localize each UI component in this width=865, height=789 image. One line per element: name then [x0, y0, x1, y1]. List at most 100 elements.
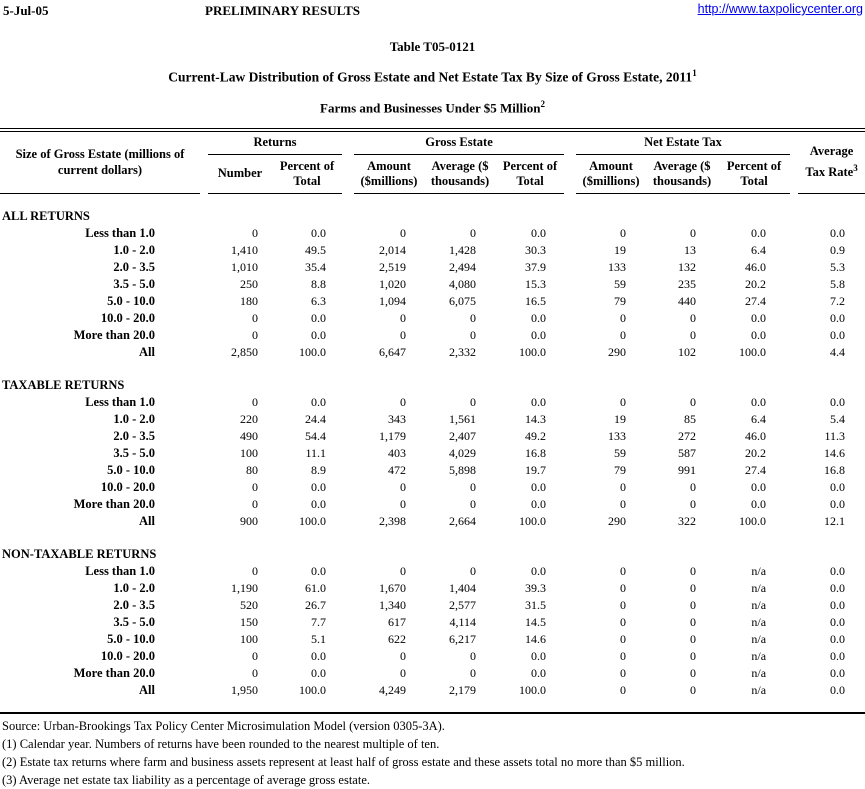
cell-value: n/a	[751, 614, 767, 629]
row-label: 10.0 - 20.0	[100, 648, 155, 663]
cell-value: 0.0	[830, 597, 846, 612]
column-gap	[564, 394, 576, 411]
column-gap	[342, 310, 354, 327]
cell-value: 0.0	[751, 327, 767, 342]
cell-value: 180	[240, 293, 258, 308]
cell-value: 14.6	[824, 445, 846, 460]
column-gap	[790, 132, 798, 194]
column-gap	[564, 242, 576, 259]
cell-value: 1,010	[231, 259, 258, 274]
cell-value: 0	[470, 327, 476, 342]
col-header-returns-percent: Percent of Total	[272, 154, 342, 194]
col-header-gross-amount: Amount ($millions)	[354, 154, 424, 194]
column-gap	[790, 310, 798, 327]
cell-value: 1,404	[449, 580, 476, 595]
cell-value: 0	[400, 665, 406, 680]
cell-value: 0	[620, 682, 627, 697]
cell-value: 0	[400, 225, 406, 240]
cell-value: 100.0	[739, 513, 767, 528]
cell-value: 6,217	[449, 631, 476, 646]
footnote-marker-3: 3	[853, 163, 858, 174]
footnote-2: (2) Estate tax returns where farm and bu…	[2, 754, 685, 769]
cell-value: 100.0	[519, 682, 547, 697]
cell-value: 0.0	[531, 665, 547, 680]
cell-value: 0.0	[751, 225, 767, 240]
cell-value: 24.4	[305, 411, 326, 426]
cell-value: 0	[400, 394, 406, 409]
cell-value: 20.2	[745, 276, 767, 291]
table-row: 3.5 - 5.0 250 8.8 1,020 4,080 15.3 59 235 20.2 5.…	[0, 276, 865, 293]
cell-value: 61.0	[305, 580, 326, 595]
taxpolicycenter-link[interactable]: http://www.taxpolicycenter.org	[697, 2, 863, 16]
row-label: 5.0 - 10.0	[107, 293, 155, 308]
cell-value: 0	[470, 394, 476, 409]
cell-value: 622	[388, 631, 406, 646]
cell-value: 520	[240, 597, 258, 612]
column-gap	[200, 132, 208, 194]
section-label: TAXABLE RETURNS	[2, 377, 125, 392]
col-header-gross-average: Average ($ thousands)	[424, 154, 496, 194]
column-gap	[342, 597, 354, 614]
cell-value: 46.0	[745, 259, 767, 274]
cell-value: 0	[620, 631, 627, 646]
column-gap	[342, 631, 354, 648]
cell-value: 14.5	[525, 614, 547, 629]
column-gap	[790, 428, 798, 445]
cell-value: 16.8	[824, 462, 846, 477]
cell-value: 0	[690, 631, 697, 646]
cell-value: 0.0	[311, 394, 326, 409]
cell-value: 46.0	[745, 428, 767, 443]
column-gap	[200, 580, 208, 597]
cell-value: 49.2	[525, 428, 547, 443]
column-gap	[790, 225, 798, 242]
cell-value: 4,080	[449, 276, 476, 291]
table-sub-title: Farms and Businesses Under $5 Million2	[320, 98, 545, 115]
cell-value: 0	[470, 479, 476, 494]
section-header-row: ALL RETURNS	[0, 208, 865, 225]
column-gap	[564, 479, 576, 496]
cell-value: 0.0	[751, 394, 767, 409]
cell-value: 0	[400, 310, 406, 325]
column-gap	[200, 496, 208, 513]
column-gap	[200, 259, 208, 276]
cell-value: 0	[690, 682, 697, 697]
cell-value: 0.0	[311, 648, 326, 663]
column-gap	[200, 597, 208, 614]
section-header-row: TAXABLE RETURNS	[0, 377, 865, 394]
cell-value: 1,410	[231, 242, 258, 257]
cell-value: 14.6	[525, 631, 547, 646]
cell-value: 991	[678, 462, 697, 477]
column-gap	[564, 580, 576, 597]
spacer-row	[0, 530, 865, 546]
cell-value: 272	[678, 428, 697, 443]
cell-value: 0	[470, 563, 476, 578]
cell-value: 30.3	[525, 242, 547, 257]
column-gap	[790, 394, 798, 411]
cell-value: 0.0	[830, 682, 846, 697]
cell-value: 8.8	[311, 276, 326, 291]
cell-value: 0	[252, 225, 258, 240]
table-row: 1.0 - 2.0 1,190 61.0 1,670 1,404 39.3 0 0 n/a 0.0	[0, 580, 865, 597]
footnote-marker-2: 2	[540, 98, 545, 109]
cell-value: 4,114	[449, 614, 476, 629]
column-gap	[342, 225, 354, 242]
cell-value: 80	[246, 462, 258, 477]
cell-value: 0	[470, 496, 476, 511]
column-gap	[790, 513, 798, 530]
column-gap	[790, 293, 798, 310]
cell-value: 0.0	[531, 496, 547, 511]
row-label: Less than 1.0	[85, 225, 155, 240]
cell-value: 2,398	[379, 513, 406, 528]
cell-value: 0	[252, 479, 258, 494]
table-main-title: Current-Law Distribution of Gross Estate…	[168, 68, 697, 85]
cell-value: 100.0	[739, 344, 767, 359]
column-gap	[564, 428, 576, 445]
column-gap	[564, 682, 576, 699]
column-gap	[790, 665, 798, 682]
cell-value: 0	[690, 648, 697, 663]
column-gap	[342, 293, 354, 310]
cell-value: 0	[690, 225, 697, 240]
cell-value: 133	[608, 259, 627, 274]
table-number-title: Table T05-0121	[389, 39, 476, 54]
cell-value: n/a	[751, 580, 767, 595]
